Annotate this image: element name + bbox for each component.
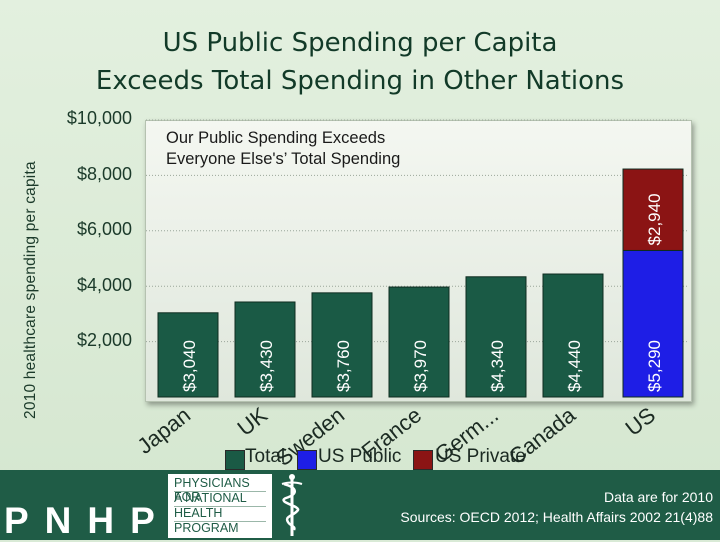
- y-tick-4000: $4,000: [76, 275, 132, 295]
- caduceus-icon: [281, 474, 303, 536]
- title-line-2: Exceeds Total Spending in Other Nations: [95, 66, 625, 96]
- data-label: $4,340: [488, 340, 507, 392]
- x-tick-label: UK: [233, 402, 273, 441]
- x-tick-label: Japan: [132, 402, 195, 459]
- legend-swatch-total: [225, 450, 245, 470]
- data-label: $3,760: [334, 340, 353, 392]
- legend-swatch-us-public: [297, 450, 317, 470]
- data-label: $2,940: [645, 193, 664, 245]
- bar-us-private: [622, 168, 684, 251]
- y-tick-10000: $10,000: [66, 108, 132, 128]
- legend-label-us-private: US Private: [435, 446, 526, 467]
- legend-label-total: Total: [245, 446, 286, 467]
- org-line-2: A NATIONAL: [174, 491, 247, 505]
- org-rule: [174, 506, 266, 507]
- bar-total: [157, 312, 219, 398]
- y-tick-8000: $8,000: [76, 164, 132, 184]
- annotation-line-1: Our Public Spending Exceeds: [166, 129, 386, 147]
- bar-us-public: [622, 249, 684, 398]
- bar-total: [311, 292, 373, 398]
- chart-annotation: Our Public Spending Exceeds Everyone Els…: [166, 128, 400, 170]
- bar-total: [234, 301, 296, 398]
- bar-total: [388, 286, 450, 398]
- source-line-2: Sources: OECD 2012; Health Affairs 2002 …: [400, 509, 713, 525]
- title-line-1: US Public Spending per Capita: [162, 28, 558, 58]
- annotation-line-2: Everyone Else's’ Total Spending: [166, 150, 401, 168]
- source-line-1: Data are for 2010: [604, 489, 713, 505]
- org-name-box: PHYSICIANS FOR A NATIONAL HEALTH PROGRAM: [168, 474, 272, 538]
- pnhp-logo: PNHP: [4, 500, 171, 542]
- data-label: $5,290: [645, 340, 664, 392]
- org-rule: [174, 521, 266, 522]
- org-line-4: PROGRAM: [174, 521, 239, 535]
- x-tick-label: US: [621, 402, 660, 441]
- org-rule: [174, 491, 266, 492]
- legend-swatch-us-private: [413, 450, 433, 470]
- data-label: $3,430: [257, 340, 276, 392]
- data-label: $4,440: [565, 340, 584, 392]
- chart-title: US Public Spending per Capita Exceeds To…: [60, 24, 660, 100]
- data-label: $3,970: [411, 340, 430, 392]
- source-note: Data are for 2010 Sources: OECD 2012; He…: [400, 487, 713, 527]
- org-line-1: PHYSICIANS FOR: [174, 476, 250, 504]
- bar-total: [465, 276, 527, 398]
- org-line-3: HEALTH: [174, 506, 223, 520]
- pnhp-logo-text: PNHP: [4, 500, 171, 541]
- y-tick-2000: $2,000: [76, 330, 132, 350]
- y-tick-6000: $6,000: [76, 219, 132, 239]
- bar-total: [542, 273, 604, 398]
- bar-chart: $3,040Japan$3,430UK$3,760Sweden$3,970Fra…: [132, 119, 689, 470]
- legend-label-us-public: US Public: [318, 446, 402, 467]
- footer-bar: [0, 470, 720, 540]
- data-label: $3,040: [180, 340, 199, 392]
